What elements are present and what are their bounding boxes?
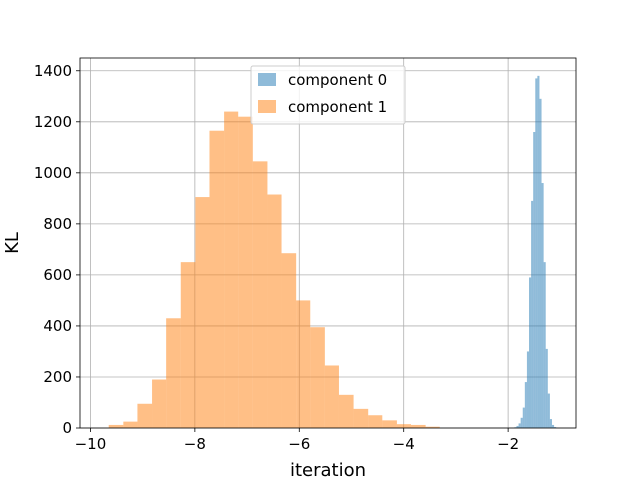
histogram-bar-series-1 [166,318,181,428]
y-tick-label: 0 [62,419,72,437]
y-tick-label: 1000 [34,164,72,182]
y-axis-label: KL [2,232,23,254]
legend: component 0 component 1 [251,66,405,124]
histogram-bar-series-0 [542,183,544,428]
histogram-bar-series-1 [325,365,339,428]
histogram-bar-series-0 [533,132,535,428]
x-tick-label: −2 [497,435,519,453]
histogram-bar-series-1 [282,253,297,428]
histogram-bars [109,76,559,428]
histogram-bar-series-0 [523,408,525,428]
histogram-bar-series-1 [137,404,152,428]
histogram-bar-series-1 [152,380,166,428]
histogram-bar-series-0 [550,419,552,428]
y-tick-label: 1200 [34,113,72,131]
histogram-bar-series-1 [310,327,325,428]
legend-swatch-0 [258,73,276,86]
histogram-bar-series-1 [123,422,137,428]
histogram-bar-series-1 [267,195,281,428]
x-tick-label: −6 [288,435,310,453]
histogram-bar-series-1 [339,395,354,428]
y-tick-label: 600 [43,266,72,284]
histogram-bar-series-0 [531,201,533,428]
histogram-bar-series-0 [537,76,539,428]
histogram-bar-series-0 [535,78,537,428]
y-tick-label: 800 [43,215,72,233]
histogram-bar-series-0 [539,99,541,428]
x-tick-label: −10 [75,435,107,453]
y-tick-label: 1400 [34,62,72,80]
histogram-bar-series-0 [548,394,550,428]
histogram-bar-series-1 [411,425,426,428]
histogram-bar-series-1 [224,112,238,428]
histogram-bar-series-1 [354,409,369,428]
x-axis-label: iteration [290,460,366,480]
histogram-bar-series-0 [544,262,546,428]
histogram-bar-series-0 [552,425,554,428]
legend-swatch-1 [258,100,276,113]
histogram-bar-series-0 [527,351,529,428]
histogram-bar-series-1 [195,197,209,428]
histogram-bar-series-1 [397,424,411,428]
y-tick-label: 200 [43,368,72,386]
x-tick-label: −4 [393,435,415,453]
legend-label-1: component 1 [288,98,387,116]
histogram-bar-series-0 [546,349,548,428]
histogram-bar-series-1 [109,425,124,428]
x-tick-label: −8 [184,435,206,453]
histogram-bar-series-0 [519,423,521,428]
histogram-bar-series-0 [521,418,523,428]
histogram-bar-series-1 [382,420,397,428]
histogram-bar-series-1 [296,300,310,428]
histogram-bar-series-0 [525,382,527,428]
histogram-bar-series-1 [209,131,224,428]
histogram-bar-series-1 [181,262,196,428]
y-tick-label: 400 [43,317,72,335]
histogram-bar-series-0 [529,277,531,428]
histogram-bar-series-1 [253,161,268,428]
histogram-bar-series-1 [238,117,253,428]
histogram-bar-series-1 [368,415,382,428]
legend-label-0: component 0 [288,71,387,89]
